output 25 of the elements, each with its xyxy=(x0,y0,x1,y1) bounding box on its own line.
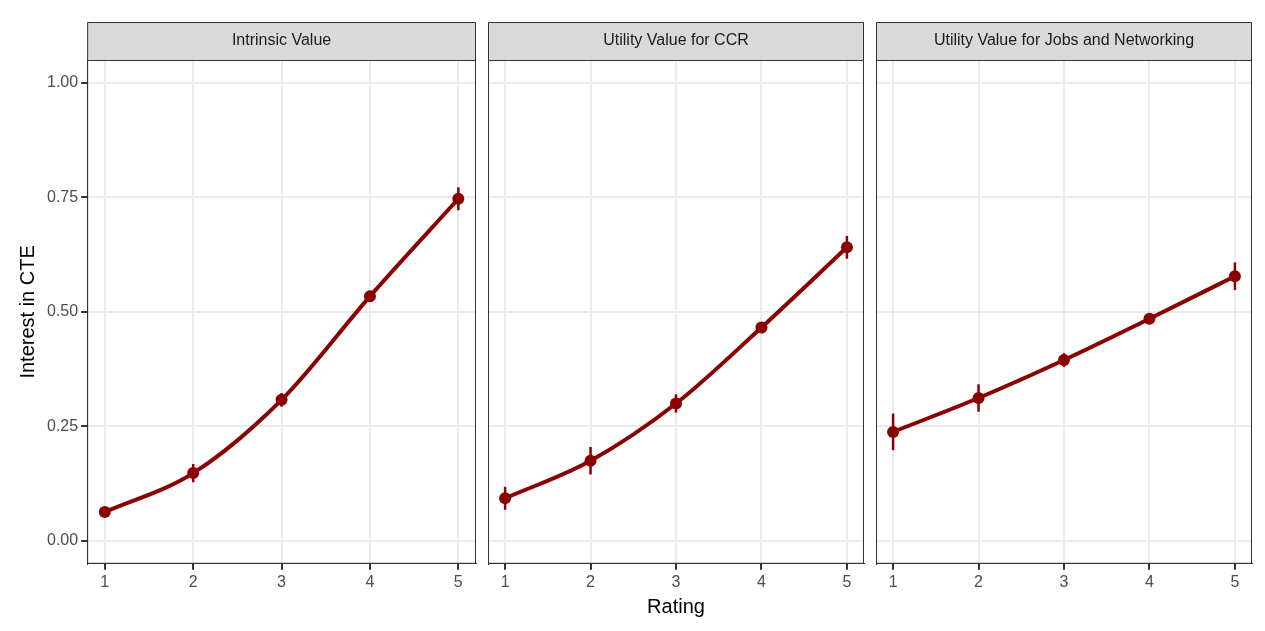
y-tick-label: 0.25 xyxy=(47,416,79,434)
x-tick-label: 1 xyxy=(888,572,898,590)
y-tick-label: 1.00 xyxy=(47,73,79,91)
x-tick-label: 2 xyxy=(974,572,984,590)
x-tick-label: 5 xyxy=(842,572,852,590)
y-tick-label: 0.75 xyxy=(47,187,79,205)
x-tick-label: 5 xyxy=(453,572,463,590)
y-tick-label: 0.50 xyxy=(47,302,79,320)
chart-title: Utility Value for Jobs and Networking xyxy=(933,31,1195,49)
x-tick-label: 5 xyxy=(1230,572,1240,590)
x-tick-label: 3 xyxy=(671,572,681,590)
x-axis-title: Rating xyxy=(647,594,705,617)
x-tick-label: 3 xyxy=(277,572,287,590)
y-tick-label: 0.00 xyxy=(47,531,79,549)
x-tick-label: 4 xyxy=(365,572,375,590)
chart-title: Intrinsic Value xyxy=(231,31,332,49)
x-tick-label: 1 xyxy=(100,572,110,590)
y-axis-title: Interest in CTE xyxy=(15,245,38,379)
x-tick-label: 1 xyxy=(500,572,510,590)
x-tick-label: 4 xyxy=(757,572,766,590)
x-tick-label: 3 xyxy=(1059,572,1069,590)
x-tick-label: 2 xyxy=(188,572,198,590)
x-tick-label: 2 xyxy=(586,572,596,590)
x-tick-label: 4 xyxy=(1145,572,1154,590)
chart-title: Utility Value for CCR xyxy=(603,31,749,49)
